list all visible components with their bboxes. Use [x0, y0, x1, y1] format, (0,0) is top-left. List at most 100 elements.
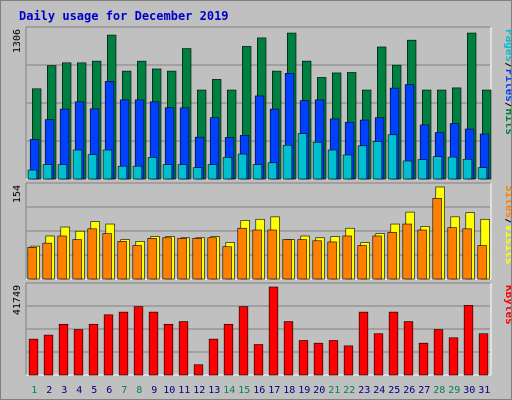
legend-entry: / [503, 62, 511, 69]
bar-sites-day-28 [432, 198, 442, 280]
bar-sites-day-30 [462, 228, 472, 280]
bar-pages-day-16 [252, 164, 263, 180]
bar-sites-day-25 [387, 232, 397, 280]
x-tick-label: 20 [313, 385, 325, 396]
bar-pages-day-7 [117, 165, 128, 180]
bar-pages-day-1 [27, 169, 38, 180]
bar-sites-day-12 [192, 238, 202, 280]
x-tick-label: 7 [121, 385, 127, 396]
x-tick-label: 26 [403, 385, 415, 396]
bar-pages-day-22 [342, 154, 353, 180]
bar-kbytes-day-3 [58, 323, 69, 376]
legend-entry: / [503, 102, 511, 109]
x-tick-label: 17 [268, 385, 280, 396]
x-tick-label: 29 [448, 385, 460, 396]
bar-sites-day-27 [417, 229, 427, 280]
bar-pages-day-21 [327, 149, 338, 180]
bar-kbytes-day-27 [418, 342, 429, 376]
bar-kbytes-day-19 [298, 340, 309, 376]
legend-entry: Hits [503, 109, 511, 136]
x-tick-label: 16 [253, 385, 265, 396]
bar-pages-day-17 [267, 162, 278, 180]
bar-pages-day-4 [72, 149, 83, 180]
bar-kbytes-day-21 [328, 340, 339, 376]
bar-sites-day-15 [237, 227, 247, 280]
x-tick-label: 5 [91, 385, 97, 396]
bar-pages-day-12 [192, 167, 203, 180]
bar-kbytes-day-22 [343, 345, 354, 376]
bar-pages-day-20 [312, 141, 323, 180]
bar-sites-day-26 [402, 223, 412, 280]
bar-kbytes-day-11 [178, 321, 189, 376]
legend-entry: Sites [503, 185, 511, 218]
x-tick-label: 27 [418, 385, 430, 396]
x-tick-label: 30 [463, 385, 475, 396]
legend-entry: / [503, 218, 511, 225]
bar-pages-day-24 [372, 141, 383, 180]
x-tick-label: 9 [151, 385, 157, 396]
bar-sites-day-9 [147, 238, 157, 280]
bar-sites-day-22 [342, 235, 352, 280]
legend-entry: Visits [503, 225, 511, 265]
x-tick-label: 2 [46, 385, 52, 396]
bar-kbytes-day-30 [463, 305, 474, 376]
chart-title: Daily usage for December 2019 [19, 9, 229, 23]
bar-sites-day-14 [222, 246, 232, 280]
bar-kbytes-day-31 [478, 333, 489, 376]
bar-pages-day-31 [477, 167, 488, 180]
bar-kbytes-day-12 [193, 364, 204, 376]
x-tick-label: 25 [388, 385, 400, 396]
x-tick-label: 24 [373, 385, 385, 396]
bar-sites-day-21 [327, 241, 337, 280]
bar-kbytes-day-13 [208, 338, 219, 376]
bar-sites-day-13 [207, 237, 217, 280]
x-tick-label: 10 [163, 385, 175, 396]
bar-pages-day-6 [102, 149, 113, 180]
x-tick-label: 23 [358, 385, 370, 396]
bar-kbytes-day-6 [103, 314, 114, 376]
bar-kbytes-day-29 [448, 337, 459, 376]
bar-pages-day-14 [222, 157, 233, 180]
bar-kbytes-day-9 [148, 311, 159, 376]
bar-kbytes-day-2 [43, 334, 54, 376]
bar-pages-day-8 [132, 165, 143, 180]
bar-kbytes-day-8 [133, 306, 144, 376]
bar-sites-day-29 [447, 227, 457, 280]
x-tick-label: 12 [193, 385, 205, 396]
bar-pages-day-27 [417, 159, 428, 180]
x-tick-label: 19 [298, 385, 310, 396]
bar-sites-day-20 [312, 240, 322, 280]
bar-kbytes-day-16 [253, 344, 264, 376]
x-tick-label: 4 [76, 385, 82, 396]
bar-sites-day-24 [372, 235, 382, 280]
x-tick-label: 21 [328, 385, 340, 396]
panel-sites-visits-legend: Sites/Visits [503, 185, 511, 265]
bar-sites-day-8 [132, 245, 142, 280]
bar-sites-day-3 [57, 235, 67, 280]
bar-kbytes-day-10 [163, 323, 174, 376]
bar-kbytes-day-26 [403, 321, 414, 376]
panel-pages-files-hits-legend: Pages/Files/Hits [503, 29, 511, 135]
bar-sites-day-23 [357, 245, 367, 280]
panel-kbytes-ymax-label: 41749 [12, 285, 23, 315]
legend-entry: Pages [503, 29, 511, 62]
x-tick-label: 31 [478, 385, 490, 396]
bar-kbytes-day-18 [283, 321, 294, 376]
x-tick-label: 18 [283, 385, 295, 396]
bar-sites-day-2 [42, 242, 52, 280]
bar-kbytes-day-23 [358, 311, 369, 376]
bar-kbytes-day-7 [118, 311, 129, 376]
bar-sites-day-31 [477, 245, 487, 280]
bar-sites-day-4 [72, 239, 82, 280]
bar-sites-day-17 [267, 229, 277, 280]
bar-pages-day-23 [357, 145, 368, 180]
bar-sites-day-5 [87, 228, 97, 280]
bar-sites-day-10 [162, 237, 172, 280]
bar-pages-day-11 [177, 164, 188, 180]
bar-pages-day-25 [387, 134, 398, 180]
bar-sites-day-16 [252, 229, 262, 280]
bar-kbytes-day-17 [268, 286, 279, 376]
bar-kbytes-day-24 [373, 333, 384, 376]
x-tick-label: 1 [31, 385, 37, 396]
